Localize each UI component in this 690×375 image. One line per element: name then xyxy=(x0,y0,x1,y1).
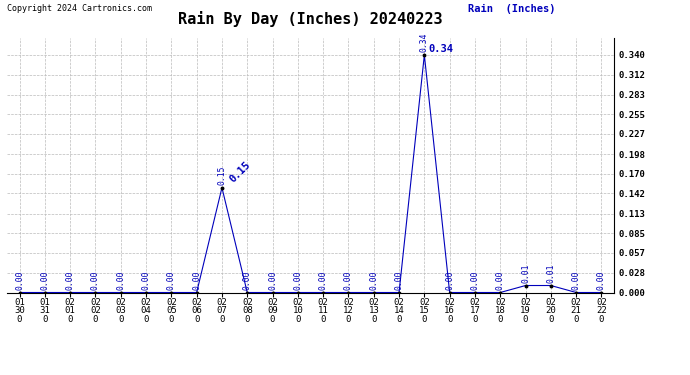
Text: 0.15: 0.15 xyxy=(217,165,226,185)
Text: Rain By Day (Inches) 20240223: Rain By Day (Inches) 20240223 xyxy=(178,11,443,27)
Text: 0.00: 0.00 xyxy=(471,270,480,290)
Text: 0.00: 0.00 xyxy=(319,270,328,290)
Text: 0.34: 0.34 xyxy=(420,33,429,52)
Text: 0.00: 0.00 xyxy=(344,270,353,290)
Text: 0.00: 0.00 xyxy=(268,270,277,290)
Text: 0.01: 0.01 xyxy=(546,263,555,283)
Text: 0.00: 0.00 xyxy=(495,270,505,290)
Text: 0.00: 0.00 xyxy=(141,270,150,290)
Text: 0.00: 0.00 xyxy=(445,270,454,290)
Text: Copyright 2024 Cartronics.com: Copyright 2024 Cartronics.com xyxy=(7,4,152,13)
Text: 0.00: 0.00 xyxy=(369,270,378,290)
Text: 0.00: 0.00 xyxy=(167,270,176,290)
Text: 0.00: 0.00 xyxy=(395,270,404,290)
Text: 0.00: 0.00 xyxy=(597,270,606,290)
Text: Rain  (Inches): Rain (Inches) xyxy=(469,4,556,14)
Text: 0.00: 0.00 xyxy=(293,270,302,290)
Text: 0.00: 0.00 xyxy=(192,270,201,290)
Text: 0.00: 0.00 xyxy=(91,270,100,290)
Text: 0.15: 0.15 xyxy=(228,159,253,184)
Text: 0.00: 0.00 xyxy=(571,270,581,290)
Text: 0.00: 0.00 xyxy=(15,270,24,290)
Text: 0.34: 0.34 xyxy=(428,44,453,54)
Text: 0.00: 0.00 xyxy=(243,270,252,290)
Text: 0.01: 0.01 xyxy=(521,263,530,283)
Text: 0.00: 0.00 xyxy=(40,270,50,290)
Text: 0.00: 0.00 xyxy=(66,270,75,290)
Text: 0.00: 0.00 xyxy=(116,270,126,290)
